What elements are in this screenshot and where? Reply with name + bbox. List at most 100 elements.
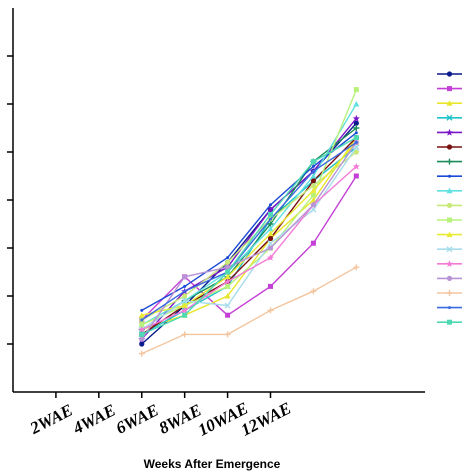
series-line [141,151,357,321]
series-line [141,136,357,336]
data-point [352,162,360,170]
data-point [447,319,452,325]
x-axis-title: Weeks After Emergence [144,457,281,471]
data-point [353,149,359,155]
data-point [352,114,360,122]
legend-item [437,158,462,165]
series-line [141,137,357,335]
legend-item [437,86,462,92]
x-tick-label: 2WAE [26,400,76,438]
series [140,131,358,312]
data-point [446,100,453,106]
data-point [181,306,189,314]
data-point [446,290,453,296]
data-point [138,326,146,333]
series-line [141,165,357,331]
data-point [224,278,232,285]
data-point [310,173,317,179]
axes [7,8,425,398]
data-point [181,297,188,304]
series [139,149,359,323]
data-point [268,283,273,289]
data-point [181,302,188,309]
legend-item [437,144,462,150]
data-point [267,225,274,232]
data-point [267,235,274,241]
series [139,135,359,337]
data-point [224,264,231,270]
legend-item [437,187,462,194]
series-line [141,89,357,326]
data-point [226,256,230,260]
data-point [446,260,453,267]
data-point [181,331,188,338]
series-line [141,266,357,355]
data-point [446,202,453,208]
x-tick-label: 6WAE [113,400,162,437]
data-point [267,240,274,247]
x-tick-label: 4WAE [69,400,119,438]
data-point [446,128,453,136]
data-point [139,336,145,342]
data-point [225,269,231,275]
data-point [269,203,272,207]
legend-item [437,319,462,325]
data-point [446,114,453,121]
data-point [446,71,453,77]
series-lines [138,87,360,357]
data-point [138,350,145,357]
data-point [310,288,317,295]
data-point [225,312,231,318]
data-point [446,275,453,281]
legend-item [437,128,462,136]
data-point [267,230,274,237]
data-point [139,331,145,337]
legend-item [437,275,462,281]
data-point [353,101,360,107]
data-point [310,240,316,246]
series [140,140,358,322]
series-line [141,142,357,340]
data-point [310,178,317,184]
legend-item [437,246,462,253]
series-line [141,141,357,321]
data-point [353,87,359,93]
series-line [141,146,357,336]
data-point [183,289,187,293]
data-point [311,169,315,173]
data-point [224,331,231,338]
series [138,162,360,333]
series [139,87,359,328]
data-point [310,183,317,189]
data-point [353,125,360,131]
data-point [268,211,273,217]
data-point [446,187,453,194]
legend-item [437,231,462,238]
data-point [183,284,187,288]
data-point [353,173,359,179]
x-tick-label: 8WAE [156,400,205,437]
data-point [224,273,231,280]
data-point [310,187,317,193]
legend-item [437,290,462,296]
x-tick-label: 12WAE [238,398,294,439]
data-point [447,217,452,223]
series-line [141,141,357,316]
data-point [310,197,317,203]
data-point [446,231,453,238]
legend-item [437,260,462,267]
legend [437,71,462,325]
legend-item [437,306,462,310]
data-point [446,158,453,165]
data-point [140,308,144,312]
data-point [182,312,188,318]
data-point [224,259,231,265]
data-point [446,144,453,150]
data-point [353,120,359,126]
data-point [225,283,231,289]
legend-item [437,217,462,223]
data-point [139,341,145,347]
data-point [224,293,231,299]
